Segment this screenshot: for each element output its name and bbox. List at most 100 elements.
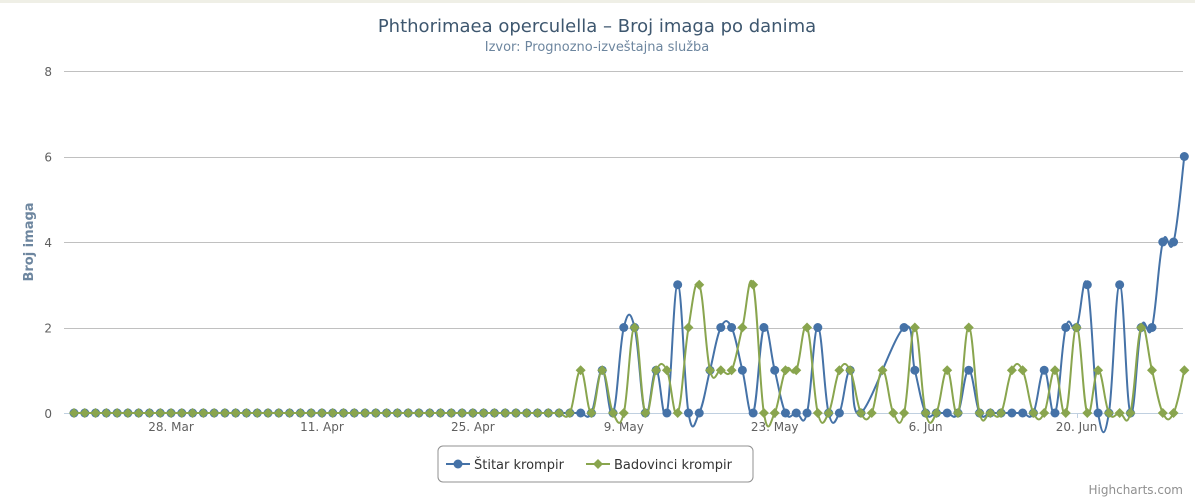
data-point[interactable]: [1039, 408, 1050, 418]
data-point[interactable]: [144, 408, 155, 418]
data-point[interactable]: [1179, 152, 1189, 161]
data-point[interactable]: [575, 365, 586, 376]
data-point[interactable]: [942, 408, 952, 418]
legend-item-badovinci[interactable]: Badovinci krompir: [586, 458, 733, 473]
data-point[interactable]: [1103, 408, 1114, 418]
data-point[interactable]: [155, 408, 166, 418]
data-point[interactable]: [974, 408, 985, 418]
data-point[interactable]: [500, 408, 511, 418]
data-point[interactable]: [813, 323, 823, 332]
data-point[interactable]: [985, 408, 996, 418]
data-point[interactable]: [133, 408, 144, 418]
data-point[interactable]: [543, 408, 554, 418]
data-point[interactable]: [748, 279, 759, 290]
data-point[interactable]: [112, 408, 123, 418]
credits-link[interactable]: Highcharts.com: [1089, 483, 1183, 497]
data-point[interactable]: [327, 408, 338, 418]
data-point[interactable]: [845, 365, 856, 376]
data-point[interactable]: [306, 408, 317, 418]
data-point[interactable]: [726, 365, 737, 376]
data-point[interactable]: [1060, 408, 1071, 418]
data-point[interactable]: [1168, 408, 1179, 418]
data-point[interactable]: [909, 322, 920, 333]
data-point[interactable]: [1050, 408, 1060, 418]
data-point[interactable]: [812, 408, 823, 418]
data-point[interactable]: [586, 408, 597, 418]
data-point[interactable]: [489, 408, 500, 418]
data-point[interactable]: [69, 408, 79, 418]
data-point[interactable]: [392, 408, 403, 418]
data-point[interactable]: [727, 323, 737, 332]
data-point[interactable]: [1049, 365, 1060, 376]
data-point[interactable]: [619, 323, 629, 332]
data-point[interactable]: [122, 408, 133, 418]
data-point[interactable]: [1125, 408, 1136, 418]
data-point[interactable]: [802, 408, 812, 418]
data-point[interactable]: [219, 408, 230, 418]
data-point[interactable]: [920, 408, 931, 418]
data-point[interactable]: [640, 408, 651, 418]
data-point[interactable]: [694, 279, 705, 290]
data-point[interactable]: [424, 408, 435, 418]
data-point[interactable]: [1093, 365, 1104, 376]
data-point[interactable]: [942, 365, 953, 376]
data-point[interactable]: [467, 408, 478, 418]
data-point[interactable]: [166, 408, 177, 418]
data-point[interactable]: [90, 408, 101, 418]
data-point[interactable]: [715, 365, 726, 376]
data-point[interactable]: [748, 408, 758, 418]
data-point[interactable]: [1169, 237, 1179, 247]
data-point[interactable]: [532, 408, 543, 418]
data-point[interactable]: [1147, 323, 1157, 332]
data-point[interactable]: [791, 365, 802, 376]
data-point[interactable]: [1115, 280, 1125, 290]
data-point[interactable]: [510, 408, 521, 418]
data-point[interactable]: [1082, 408, 1093, 418]
data-point[interactable]: [252, 408, 263, 418]
data-point[interactable]: [608, 408, 618, 418]
data-point[interactable]: [360, 408, 371, 418]
data-point[interactable]: [101, 408, 112, 418]
data-point[interactable]: [780, 365, 791, 376]
data-point[interactable]: [780, 408, 790, 418]
data-point[interactable]: [338, 408, 349, 418]
data-point[interactable]: [316, 408, 327, 418]
data-point[interactable]: [1157, 408, 1168, 418]
data-point[interactable]: [899, 323, 909, 332]
data-point[interactable]: [823, 408, 834, 418]
data-point[interactable]: [651, 365, 662, 376]
data-point[interactable]: [1007, 408, 1017, 418]
data-point[interactable]: [1039, 365, 1049, 375]
data-point[interactable]: [791, 408, 801, 418]
data-point[interactable]: [478, 408, 489, 418]
data-point[interactable]: [446, 408, 457, 418]
data-point[interactable]: [273, 408, 284, 418]
data-point[interactable]: [370, 408, 381, 418]
data-point[interactable]: [694, 408, 704, 418]
data-point[interactable]: [910, 365, 920, 375]
data-point[interactable]: [963, 322, 974, 333]
data-point[interactable]: [899, 408, 910, 418]
data-point[interactable]: [662, 408, 672, 418]
data-point[interactable]: [1114, 408, 1125, 418]
data-point[interactable]: [413, 408, 424, 418]
data-point[interactable]: [1179, 365, 1190, 376]
data-point[interactable]: [769, 408, 780, 418]
data-point[interactable]: [802, 322, 813, 333]
data-point[interactable]: [1061, 323, 1071, 332]
data-point[interactable]: [521, 408, 532, 418]
data-point[interactable]: [834, 408, 844, 418]
data-point[interactable]: [554, 408, 565, 418]
data-point[interactable]: [349, 408, 360, 418]
data-point[interactable]: [737, 322, 748, 333]
data-point[interactable]: [1006, 365, 1017, 376]
data-point[interactable]: [597, 365, 608, 376]
data-point[interactable]: [673, 280, 683, 290]
data-point[interactable]: [866, 408, 877, 418]
data-point[interactable]: [457, 408, 468, 418]
legend-item-stitar[interactable]: Štitar krompir: [446, 457, 565, 473]
data-point[interactable]: [435, 408, 446, 418]
data-point[interactable]: [176, 408, 187, 418]
data-point[interactable]: [931, 408, 942, 418]
data-point[interactable]: [1136, 322, 1147, 333]
